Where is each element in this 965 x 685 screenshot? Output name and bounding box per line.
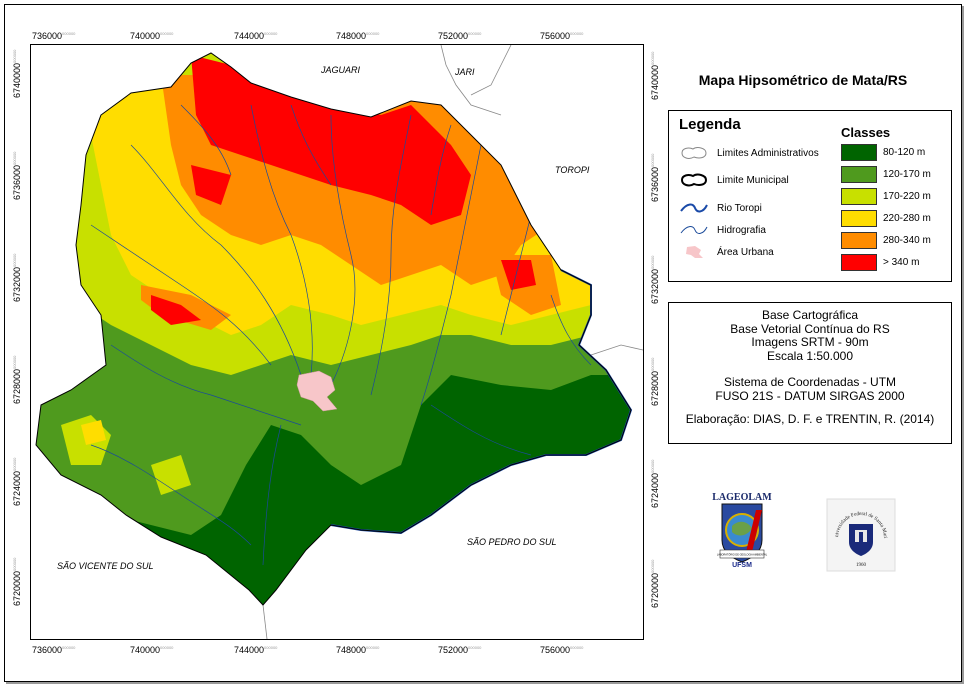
class-swatch xyxy=(841,231,877,249)
legend-item-hidrografia: Hidrografia xyxy=(677,222,766,238)
region-label-toropi: TOROPI xyxy=(555,165,590,175)
legend-item-municipal: Limite Municipal xyxy=(677,172,789,188)
class-swatch xyxy=(841,165,877,183)
classes-title: Classes xyxy=(841,125,891,140)
class-item: 170-220 m xyxy=(841,187,931,205)
admin-boundary-line xyxy=(440,45,502,116)
legend-item-admin: Limites Administrativos xyxy=(677,145,819,161)
info-line: Elaboração: DIAS, D. F. e TRENTIN, R. (2… xyxy=(685,412,935,426)
y-tick-label: 6720000000000 xyxy=(650,559,660,608)
hypsometric-map-svg xyxy=(35,45,643,639)
legend-item-area-urbana: Área Urbana xyxy=(677,244,774,260)
y-tick-label: 6728000000000 xyxy=(650,357,660,406)
y-tick-label: 6724000000000 xyxy=(650,459,660,508)
x-tick-label: 736000000000 xyxy=(32,645,76,655)
lageolam-logo-text: LAGEOLAM xyxy=(712,492,772,503)
x-tick-label: 756000000000 xyxy=(540,645,584,655)
class-swatch xyxy=(841,143,877,161)
class-swatch xyxy=(841,187,877,205)
admin-boundary-line xyxy=(262,604,268,639)
ufsm-seal-year: 1960 xyxy=(856,563,867,568)
map-title: Mapa Hipsométrico de Mata/RS xyxy=(698,72,908,88)
urban-area-icon xyxy=(677,244,711,260)
x-tick-label: 748000000000 xyxy=(336,31,380,41)
class-swatch xyxy=(841,209,877,227)
lageolam-logo: LAGEOLAM LABORATÓRIO DE GEOLOGIA AMBIENT… xyxy=(712,490,772,570)
info-line: Base Cartográfica xyxy=(761,308,859,322)
municipal-boundary-line xyxy=(35,52,632,606)
lageolam-subtitle-text: LABORATÓRIO DE GEOLOGIA AMBIENTAL xyxy=(717,554,768,557)
x-tick-label: 736000000000 xyxy=(32,31,76,41)
elevation-classes xyxy=(36,53,631,605)
class-swatch xyxy=(841,253,877,271)
info-line: Escala 1:50.000 xyxy=(766,348,854,363)
class-item: 280-340 m xyxy=(841,231,931,249)
map-canvas[interactable]: JAGUARI JARI TOROPI SÃO VICENTE DO SUL S… xyxy=(30,44,644,640)
x-tick-label: 752000000000 xyxy=(438,31,482,41)
y-tick-label: 6736000000000 xyxy=(650,153,660,202)
info-line: Base Vetorial Contínua do RS xyxy=(730,321,890,336)
region-label-sao-vicente: SÃO VICENTE DO SUL xyxy=(57,561,154,571)
y-tick-label: 6720000000000 xyxy=(12,557,22,606)
y-tick-label: 6740000000000 xyxy=(650,51,660,100)
y-tick-label: 6740000000000 xyxy=(12,49,22,98)
x-tick-label: 740000000000 xyxy=(130,31,174,41)
x-tick-label: 756000000000 xyxy=(540,31,584,41)
legend-title: Legenda xyxy=(679,116,741,133)
x-tick-label: 744000000000 xyxy=(234,31,278,41)
x-tick-label: 748000000000 xyxy=(336,645,380,655)
municipal-boundary-icon xyxy=(677,172,711,188)
ufsm-text: UFSM xyxy=(732,562,752,569)
legend-panel: Legenda Classes Limites Administrativos … xyxy=(668,110,952,282)
admin-boundary-line xyxy=(590,344,643,356)
ufsm-seal-logo: Universidade Federal de Santa Maria 1960 xyxy=(824,494,896,572)
region-label-sao-pedro: SÃO PEDRO DO SUL xyxy=(467,537,557,547)
x-tick-label: 752000000000 xyxy=(438,645,482,655)
class-item: 120-170 m xyxy=(841,165,931,183)
y-tick-label: 6724000000000 xyxy=(12,457,22,506)
info-line: Imagens SRTM - 90m xyxy=(751,335,869,349)
class-item: > 340 m xyxy=(841,253,919,271)
x-tick-label: 744000000000 xyxy=(234,645,278,655)
x-tick-label: 740000000000 xyxy=(130,645,174,655)
admin-boundary-icon xyxy=(677,145,711,161)
y-tick-label: 6736000000000 xyxy=(12,151,22,200)
y-tick-label: 6728000000000 xyxy=(12,355,22,404)
y-tick-label: 6732000000000 xyxy=(650,255,660,304)
info-line: Sistema de Coordenadas - UTM xyxy=(723,375,897,389)
cartographic-info-panel: Base Cartográfica Base Vetorial Contínua… xyxy=(668,302,952,444)
urban-area xyxy=(296,370,338,412)
region-label-jaguari: JAGUARI xyxy=(321,65,361,75)
legend-item-rio-toropi: Rio Toropi xyxy=(677,200,762,216)
hydrography-icon xyxy=(677,222,711,238)
info-line: FUSO 21S - DATUM SIRGAS 2000 xyxy=(715,388,905,403)
class-item: 220-280 m xyxy=(841,209,931,227)
hydrography-lines xyxy=(90,104,592,566)
class-item: 80-120 m xyxy=(841,143,925,161)
region-label-jari: JARI xyxy=(455,67,475,77)
admin-boundary-line xyxy=(470,45,512,96)
river-icon xyxy=(677,200,711,216)
y-tick-label: 6732000000000 xyxy=(12,253,22,302)
